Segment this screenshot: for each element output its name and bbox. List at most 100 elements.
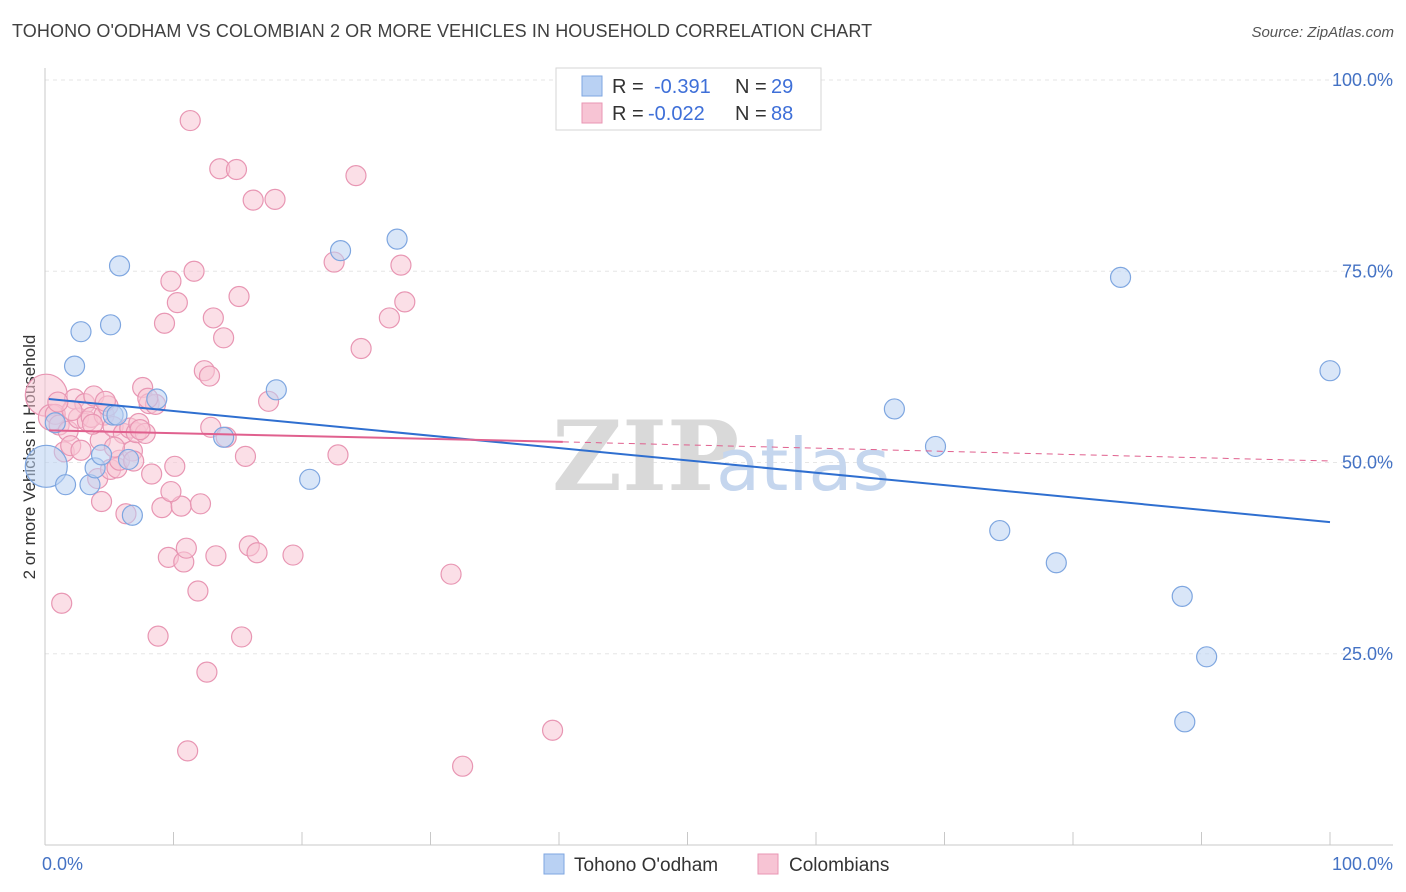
legend-swatch-pink bbox=[581, 102, 603, 124]
colombians-point-33 bbox=[141, 463, 163, 485]
chart-title: TOHONO O'ODHAM VS COLOMBIAN 2 OR MORE VE… bbox=[12, 21, 873, 41]
colombians-point-71 bbox=[350, 337, 372, 360]
colombians-point-84 bbox=[160, 480, 182, 503]
colombians-point-64 bbox=[246, 542, 268, 564]
legend-swatch-blue bbox=[581, 75, 603, 97]
tohono-point-27 bbox=[1319, 360, 1341, 382]
colombians-point-51 bbox=[196, 661, 218, 683]
colombians-point-72 bbox=[378, 307, 400, 329]
tohono-point-8 bbox=[99, 314, 122, 336]
y-tick-label-1: 50.0% bbox=[1342, 453, 1393, 473]
legend-n-label-2: N = bbox=[735, 103, 767, 125]
tohono-point-7 bbox=[90, 444, 113, 466]
colombians-point-75 bbox=[440, 563, 462, 585]
colombians-point-46 bbox=[179, 109, 201, 132]
colombians-point-54 bbox=[205, 545, 227, 567]
tohono-point-2 bbox=[54, 474, 77, 496]
legend-bottom-swatch-blue bbox=[543, 853, 565, 875]
correlation-legend: R = -0.391 N = 29 R = -0.022 N = 88 bbox=[555, 67, 822, 131]
colombians-point-63 bbox=[242, 189, 264, 211]
tohono-point-20 bbox=[924, 435, 947, 458]
tohono-point-24 bbox=[1171, 585, 1193, 607]
tohono-point-10 bbox=[108, 255, 131, 277]
colombians-point-59 bbox=[228, 285, 250, 308]
tohono-point-14 bbox=[213, 426, 235, 448]
colombians-point-56 bbox=[213, 327, 235, 349]
y-tick-label-2: 75.0% bbox=[1342, 261, 1393, 281]
colombians-point-48 bbox=[187, 580, 209, 602]
tohono-point-17 bbox=[329, 239, 352, 262]
trend-line-tohono bbox=[48, 398, 1331, 524]
tohono-point-12 bbox=[121, 504, 143, 526]
tohono-point-21 bbox=[989, 519, 1011, 542]
y-tick-label-3: 100.0% bbox=[1332, 70, 1393, 90]
colombians-point-76 bbox=[452, 755, 474, 777]
tohono-point-22 bbox=[1045, 552, 1067, 574]
tohono-point-13 bbox=[146, 388, 168, 410]
tohono-point-16 bbox=[299, 468, 321, 490]
colombians-point-73 bbox=[390, 254, 412, 276]
trend-line-colombians-extension bbox=[562, 441, 1331, 462]
tohono-point-25 bbox=[1174, 711, 1196, 733]
trend-lines bbox=[48, 398, 1331, 524]
colombians-point-17 bbox=[90, 490, 113, 513]
colombians-point-4 bbox=[51, 592, 73, 614]
legend-r-label-2: R = bbox=[612, 103, 644, 125]
legend-r-label-1: R = bbox=[612, 76, 644, 98]
colombians-point-45 bbox=[177, 740, 199, 762]
colombians-point-69 bbox=[327, 444, 349, 466]
colombians-point-74 bbox=[394, 291, 416, 313]
colombians-point-44 bbox=[175, 537, 197, 559]
y-tick-labels: 25.0% 50.0% 75.0% 100.0% bbox=[1332, 70, 1393, 664]
colombians-point-49 bbox=[189, 493, 212, 515]
tohono-point-0 bbox=[24, 444, 68, 488]
colombians-point-70 bbox=[345, 165, 367, 187]
x-tick-label-0: 0.0% bbox=[42, 854, 83, 874]
x-tick-marks bbox=[44, 832, 1331, 845]
tohono-point-3 bbox=[63, 355, 86, 377]
legend-r-value-2: -0.022 bbox=[648, 103, 705, 125]
series-tohono-oodham bbox=[24, 228, 1341, 733]
legend-r-value-1: -0.391 bbox=[654, 76, 711, 98]
tohono-point-26 bbox=[1196, 646, 1218, 668]
colombians-point-60 bbox=[231, 626, 253, 648]
colombians-point-58 bbox=[225, 158, 248, 181]
colombians-point-83 bbox=[129, 419, 151, 441]
tohono-point-11 bbox=[117, 448, 140, 471]
tohono-point-18 bbox=[386, 228, 408, 250]
colombians-point-85 bbox=[47, 391, 69, 413]
tohono-point-23 bbox=[1109, 266, 1132, 288]
series-legend: Tohono O'odham Colombians bbox=[543, 853, 889, 876]
colombians-point-40 bbox=[164, 455, 186, 477]
legend-bottom-label-tohono: Tohono O'odham bbox=[574, 855, 718, 876]
colombians-point-81 bbox=[81, 413, 104, 435]
gridlines bbox=[45, 79, 1393, 655]
series-colombians bbox=[24, 109, 564, 777]
colombians-point-47 bbox=[183, 260, 205, 282]
legend-bottom-label-colombians: Colombians bbox=[789, 855, 889, 876]
trend-line-colombians bbox=[48, 429, 563, 443]
y-tick-label-0: 25.0% bbox=[1342, 644, 1393, 664]
colombians-point-10 bbox=[70, 439, 92, 461]
colombians-point-39 bbox=[160, 270, 182, 292]
colombians-point-66 bbox=[264, 188, 286, 210]
tohono-point-28 bbox=[106, 404, 128, 426]
colombians-point-78 bbox=[198, 365, 221, 387]
tohono-point-19 bbox=[883, 398, 905, 420]
x-tick-label-1: 100.0% bbox=[1332, 854, 1393, 874]
legend-n-value-2: 88 bbox=[771, 103, 793, 125]
x-tick-labels: 0.0% 100.0% bbox=[42, 854, 1393, 874]
colombians-point-77 bbox=[541, 719, 564, 741]
colombians-point-35 bbox=[147, 625, 169, 647]
tohono-point-15 bbox=[265, 379, 287, 401]
colombians-point-53 bbox=[202, 307, 224, 329]
colombians-point-37 bbox=[153, 312, 176, 334]
tohono-point-4 bbox=[70, 321, 92, 343]
legend-n-value-1: 29 bbox=[771, 76, 793, 98]
colombians-point-61 bbox=[234, 445, 257, 467]
legend-n-label-1: N = bbox=[735, 76, 767, 98]
chart-source: Source: ZipAtlas.com bbox=[1251, 24, 1394, 41]
colombians-point-41 bbox=[166, 292, 188, 314]
colombians-point-67 bbox=[282, 544, 304, 566]
